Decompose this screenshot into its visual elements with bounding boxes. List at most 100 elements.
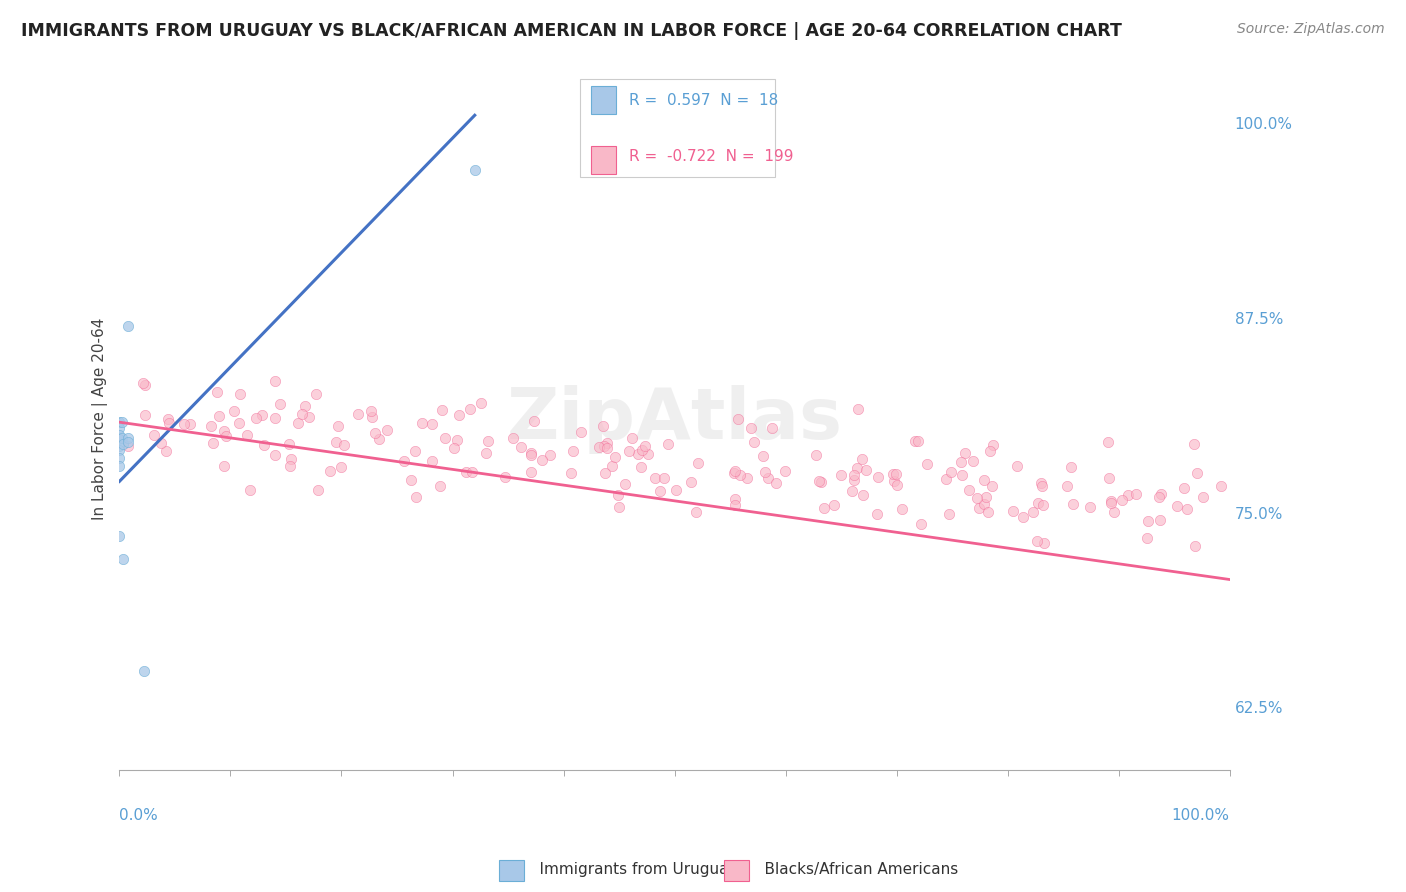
Point: [215, 428, 238, 442]
Point: [420, 417, 443, 431]
Point: [724, 465, 747, 479]
Point: [111, 552, 134, 566]
FancyBboxPatch shape: [581, 79, 775, 178]
Point: [973, 497, 995, 511]
Point: [1032, 536, 1054, 550]
Point: [603, 450, 626, 465]
Point: [519, 465, 541, 479]
Point: [458, 401, 481, 416]
Point: [368, 432, 391, 446]
Point: [117, 431, 139, 445]
Point: [446, 434, 468, 448]
Point: [117, 435, 139, 450]
Point: [977, 505, 1000, 519]
Point: [723, 467, 745, 481]
Point: [239, 483, 262, 498]
Point: [245, 410, 267, 425]
Point: [1031, 478, 1053, 492]
Point: [609, 500, 631, 515]
Point: [280, 451, 302, 466]
Point: [773, 464, 796, 478]
Point: [108, 438, 131, 452]
Point: [477, 434, 499, 449]
Point: [269, 397, 291, 411]
Point: [392, 454, 415, 468]
Point: [142, 428, 165, 442]
Point: [724, 492, 747, 507]
Point: [108, 421, 131, 435]
Point: [330, 460, 353, 475]
Point: [1137, 514, 1160, 528]
Text: ZipAtlas: ZipAtlas: [506, 384, 842, 453]
Point: [665, 483, 688, 497]
Point: [882, 467, 904, 482]
Point: [520, 449, 543, 463]
Point: [617, 444, 640, 458]
Point: [1211, 479, 1233, 493]
Text: IMMIGRANTS FROM URUGUAY VS BLACK/AFRICAN AMERICAN IN LABOR FORCE | AGE 20-64 COR: IMMIGRANTS FROM URUGUAY VS BLACK/AFRICAN…: [21, 22, 1122, 40]
Point: [228, 416, 250, 430]
Point: [157, 416, 180, 430]
Point: [886, 477, 908, 491]
Point: [464, 162, 486, 177]
Point: [305, 386, 328, 401]
Point: [1182, 437, 1205, 451]
Bar: [592, 86, 616, 114]
Point: [229, 386, 252, 401]
Point: [520, 446, 543, 460]
Point: [967, 501, 990, 516]
Point: [742, 435, 765, 450]
Point: [1166, 499, 1188, 513]
Point: [1150, 487, 1173, 501]
Point: [979, 443, 1001, 458]
Point: [287, 416, 309, 430]
Text: Blacks/African Americans: Blacks/African Americans: [745, 863, 959, 877]
Point: [813, 500, 835, 515]
Point: [950, 455, 973, 469]
Point: [740, 421, 762, 435]
Point: [333, 438, 356, 452]
Point: [1012, 510, 1035, 524]
Point: [1005, 459, 1028, 474]
Point: [360, 403, 382, 417]
Point: [907, 434, 929, 448]
Point: [938, 508, 960, 522]
Point: [132, 665, 155, 679]
Point: [149, 436, 172, 450]
Point: [1022, 505, 1045, 519]
Point: [600, 459, 623, 474]
Point: [644, 471, 666, 485]
Point: [685, 505, 707, 519]
Point: [173, 417, 195, 432]
Point: [648, 483, 671, 498]
Point: [593, 466, 616, 480]
Point: [375, 423, 398, 437]
Point: [474, 446, 496, 460]
Point: [1097, 435, 1119, 450]
Point: [630, 460, 652, 475]
Point: [966, 491, 988, 505]
Point: [277, 437, 299, 451]
Point: [830, 467, 852, 482]
Point: [855, 462, 877, 476]
Point: [346, 407, 368, 421]
Point: [434, 430, 457, 444]
Point: [730, 467, 752, 482]
Point: [627, 447, 650, 461]
Point: [614, 477, 637, 491]
Point: [250, 409, 273, 423]
Point: [569, 425, 592, 440]
Point: [1125, 487, 1147, 501]
Point: [308, 483, 330, 497]
Point: [810, 475, 832, 490]
Point: [904, 434, 927, 449]
Text: R =  0.597  N =  18: R = 0.597 N = 18: [628, 93, 779, 108]
Point: [852, 488, 875, 502]
Point: [523, 414, 546, 428]
Point: [117, 439, 139, 453]
Point: [1098, 470, 1121, 484]
Point: [652, 471, 675, 485]
Point: [560, 466, 582, 480]
Point: [1191, 490, 1213, 504]
Point: [364, 425, 387, 440]
